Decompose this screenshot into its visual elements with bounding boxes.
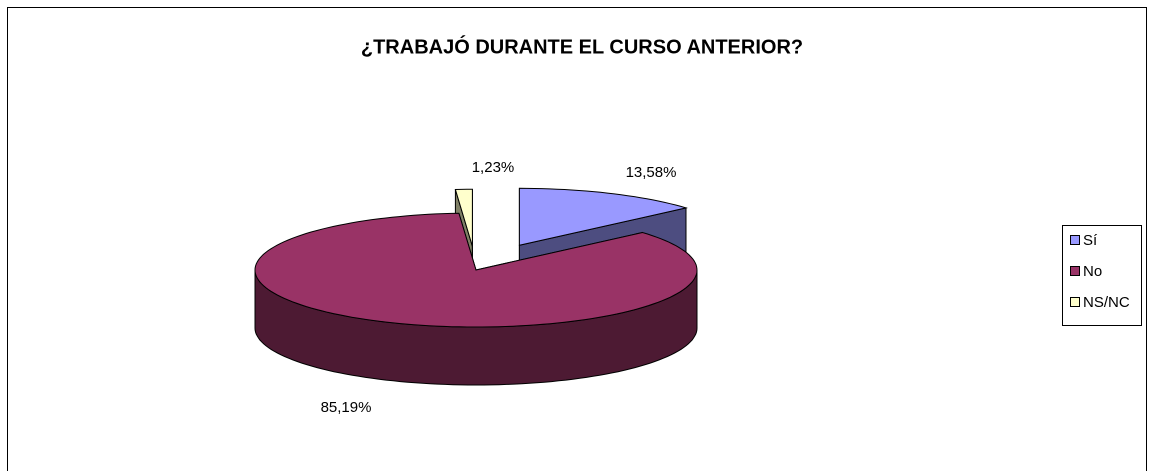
data-label: 85,19% — [321, 399, 372, 416]
legend-label: Sí — [1083, 232, 1098, 249]
data-label: 1,23% — [472, 159, 515, 176]
legend-swatch — [1070, 235, 1080, 245]
legend-label: No — [1083, 263, 1102, 280]
slice — [254, 212, 698, 328]
slice — [518, 187, 688, 246]
legend-swatch — [1070, 297, 1080, 307]
data-label: 13,58% — [626, 164, 677, 181]
chart-title: ¿TRABAJÓ DURANTE EL CURSO ANTERIOR? — [361, 34, 803, 58]
slice — [454, 188, 473, 247]
legend-swatch — [1070, 266, 1080, 276]
legend-label: NS/NC — [1083, 294, 1130, 311]
